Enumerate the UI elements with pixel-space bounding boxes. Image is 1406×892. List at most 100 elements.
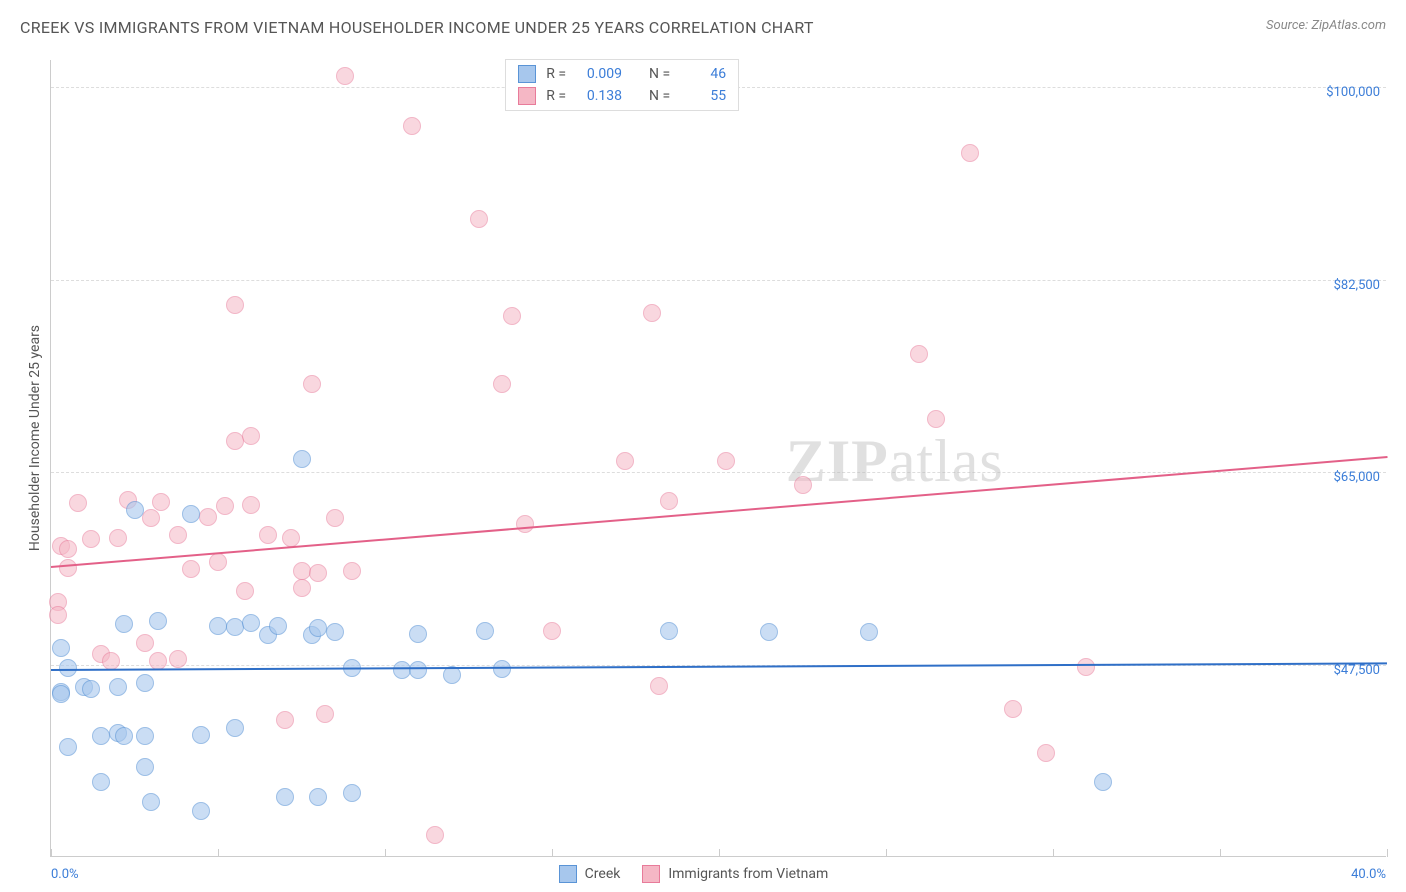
data-point [192, 726, 210, 744]
y-tick-label: $65,000 [1334, 470, 1380, 485]
data-point [236, 582, 254, 600]
data-point [269, 617, 287, 635]
x-tick [552, 849, 553, 857]
data-point [259, 526, 277, 544]
data-point [92, 773, 110, 791]
chart-title: CREEK VS IMMIGRANTS FROM VIETNAM HOUSEHO… [20, 18, 814, 37]
data-point [102, 652, 120, 670]
data-point [169, 526, 187, 544]
data-point [516, 515, 534, 533]
data-point [343, 784, 361, 802]
y-axis-title: Householder Income Under 25 years [27, 308, 43, 568]
data-point [343, 562, 361, 580]
data-point [1037, 744, 1055, 762]
legend-swatch [518, 65, 536, 83]
data-point [409, 661, 427, 679]
data-point [493, 375, 511, 393]
data-point [794, 476, 812, 494]
data-point [226, 432, 244, 450]
data-point [326, 623, 344, 641]
data-point [1077, 658, 1095, 676]
data-point [199, 508, 217, 526]
data-point [426, 826, 444, 844]
data-point [142, 509, 160, 527]
data-point [650, 677, 668, 695]
data-point [660, 492, 678, 510]
data-point [309, 788, 327, 806]
data-point [1094, 773, 1112, 791]
correlation-legend: R =0.009 N =46R =0.138 N =55 [505, 59, 739, 111]
data-point [52, 685, 70, 703]
data-point [470, 210, 488, 228]
data-point [409, 625, 427, 643]
data-point [242, 496, 260, 514]
data-point [961, 144, 979, 162]
data-point [226, 719, 244, 737]
watermark: ZIPatlas [786, 427, 1004, 496]
data-point [276, 711, 294, 729]
data-point [282, 529, 300, 547]
data-point [910, 345, 928, 363]
data-point [59, 540, 77, 558]
series-legend: CreekImmigrants from Vietnam [559, 865, 829, 883]
data-point [403, 117, 421, 135]
data-point [276, 788, 294, 806]
data-point [136, 758, 154, 776]
legend-swatch [559, 865, 577, 883]
data-point [59, 738, 77, 756]
legend-label: Creek [585, 866, 621, 882]
data-point [543, 622, 561, 640]
data-point [226, 296, 244, 314]
data-point [336, 67, 354, 85]
data-point [303, 375, 321, 393]
data-point [226, 618, 244, 636]
x-tick-label: 40.0% [1351, 867, 1386, 882]
data-point [1004, 700, 1022, 718]
data-point [192, 802, 210, 820]
data-point [69, 494, 87, 512]
legend-swatch [642, 865, 660, 883]
data-point [136, 634, 154, 652]
y-tick-label: $47,500 [1334, 663, 1380, 678]
data-point [242, 427, 260, 445]
data-point [149, 612, 167, 630]
data-point [115, 615, 133, 633]
data-point [927, 410, 945, 428]
data-point [109, 678, 127, 696]
y-tick-label: $100,000 [1326, 85, 1380, 100]
data-point [136, 727, 154, 745]
data-point [503, 307, 521, 325]
y-tick-label: $82,500 [1334, 278, 1380, 293]
legend-row: R =0.009 N =46 [506, 63, 738, 85]
data-point [293, 579, 311, 597]
x-tick [719, 849, 720, 857]
data-point [82, 530, 100, 548]
data-point [142, 793, 160, 811]
data-point [182, 505, 200, 523]
data-point [316, 705, 334, 723]
data-point [216, 497, 234, 515]
data-point [169, 650, 187, 668]
data-point [126, 501, 144, 519]
plot-area: $47,500$65,000$82,500$100,0000.0%40.0%ZI… [50, 60, 1386, 857]
legend-item: Creek [559, 865, 621, 883]
data-point [717, 452, 735, 470]
x-tick [886, 849, 887, 857]
data-point [309, 619, 327, 637]
data-point [760, 623, 778, 641]
data-point [49, 606, 67, 624]
data-point [393, 661, 411, 679]
x-tick-label: 0.0% [51, 867, 79, 882]
x-tick [1220, 849, 1221, 857]
data-point [660, 622, 678, 640]
data-point [182, 560, 200, 578]
data-point [293, 562, 311, 580]
data-point [115, 727, 133, 745]
data-point [242, 614, 260, 632]
data-point [476, 622, 494, 640]
x-tick [1053, 849, 1054, 857]
data-point [643, 304, 661, 322]
legend-row: R =0.138 N =55 [506, 85, 738, 107]
data-point [209, 617, 227, 635]
data-point [209, 553, 227, 571]
